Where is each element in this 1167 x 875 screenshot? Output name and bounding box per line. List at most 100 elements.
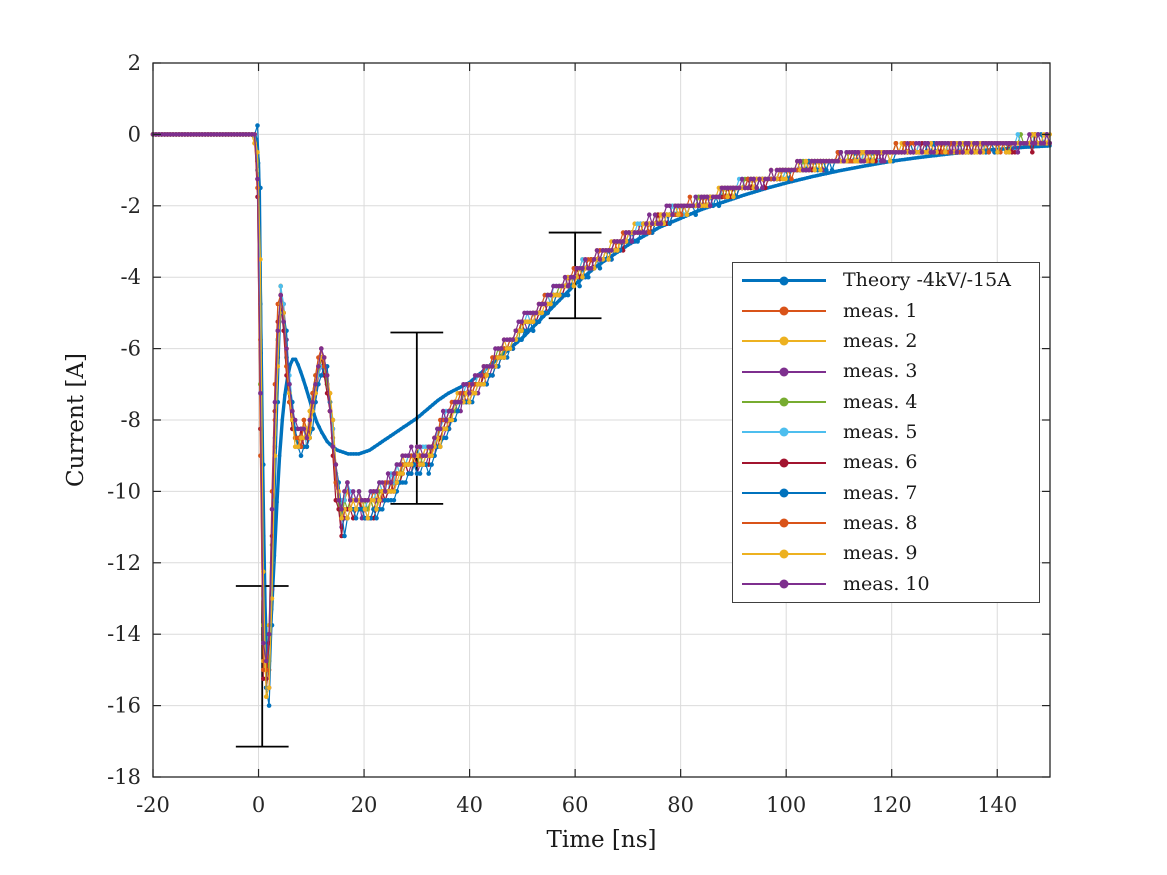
meas-marker — [409, 462, 414, 467]
meas-marker — [313, 382, 318, 387]
theory-marker — [850, 166, 854, 171]
meas-marker — [609, 248, 614, 253]
meas-marker — [467, 390, 472, 396]
meas-marker — [835, 158, 841, 164]
theory-marker — [370, 446, 374, 451]
meas-marker — [301, 426, 307, 432]
meas-marker — [467, 399, 472, 405]
meas-marker — [797, 158, 803, 164]
meas-marker — [649, 221, 655, 226]
meas-marker — [348, 507, 353, 512]
meas-marker — [693, 194, 698, 200]
meas-marker — [765, 176, 771, 182]
meas-marker — [530, 328, 536, 334]
legend-marker-dot — [779, 427, 789, 437]
meas-marker — [789, 176, 794, 182]
legend-line-sample — [742, 276, 826, 286]
theory-marker — [842, 168, 846, 172]
meas-marker — [635, 239, 640, 244]
meas-marker — [580, 274, 585, 280]
meas-marker — [272, 382, 278, 387]
theory-marker — [916, 155, 920, 160]
theory-marker — [871, 162, 875, 167]
legend-line-sample — [742, 458, 826, 468]
meas-marker — [902, 150, 907, 155]
legend-marker-dot — [779, 549, 789, 559]
meas-marker — [629, 239, 635, 244]
theory-marker — [367, 448, 372, 453]
meas-marker — [388, 480, 394, 485]
theory-marker — [375, 443, 380, 447]
meas-marker — [287, 382, 292, 387]
theory-marker — [409, 420, 414, 424]
legend-label: meas. 6 — [843, 451, 918, 474]
theory-marker — [549, 306, 554, 311]
theory-marker — [380, 439, 385, 444]
meas-marker — [298, 453, 304, 459]
legend-line-sample — [742, 518, 826, 528]
legend-line-sample — [742, 427, 826, 437]
legend-marker-dot — [779, 336, 789, 346]
meas-marker — [458, 399, 463, 405]
legend-marker-dot — [779, 579, 789, 589]
meas-marker — [295, 444, 301, 450]
y-tick-label: 2 — [128, 51, 141, 75]
meas-marker — [498, 346, 504, 351]
legend-entry-meas-2: meas. 2 — [733, 327, 1039, 356]
theory-marker — [372, 445, 377, 449]
x-tick-label: 0 — [252, 793, 265, 817]
theory-marker — [752, 190, 757, 194]
meas-marker — [580, 266, 585, 271]
meas-marker — [449, 408, 455, 414]
legend-label: meas. 5 — [843, 420, 918, 443]
meas-marker — [667, 203, 672, 209]
meas-marker — [594, 248, 600, 253]
meas-marker — [670, 212, 675, 217]
meas-marker — [948, 150, 954, 155]
theory-marker — [354, 452, 358, 456]
meas-marker — [591, 257, 597, 262]
meas-marker — [812, 167, 817, 173]
theory-marker — [918, 155, 923, 160]
meas-marker — [606, 257, 611, 262]
meas-marker — [327, 408, 333, 414]
meas-marker — [687, 194, 693, 200]
legend-marker-dot — [779, 306, 789, 316]
legend-line-sample — [742, 367, 826, 377]
meas-marker — [438, 426, 443, 432]
x-tick-label: 60 — [562, 793, 589, 817]
meas-marker — [266, 703, 272, 708]
meas-marker — [356, 489, 362, 494]
meas-marker — [400, 471, 405, 476]
theory-marker — [293, 357, 298, 362]
axis-ticks — [152, 62, 1050, 778]
theory-marker — [393, 430, 398, 435]
meas-marker — [548, 301, 553, 307]
theory-marker — [557, 298, 562, 303]
meas-marker — [258, 257, 263, 262]
x-axis-title: Time [ns] — [546, 827, 657, 853]
theory-marker — [911, 156, 915, 161]
meas-marker — [974, 141, 980, 146]
meas-marker — [261, 569, 266, 574]
meas-marker — [644, 221, 649, 226]
meas-marker — [307, 417, 313, 423]
meas-marker — [986, 150, 992, 155]
legend-entry-meas-8: meas. 8 — [733, 509, 1039, 538]
meas-marker — [284, 346, 289, 351]
theory-marker — [425, 407, 430, 412]
meas-marker — [519, 328, 524, 334]
meas-marker — [533, 310, 539, 316]
theory-marker — [670, 219, 675, 224]
y-tick-label: -10 — [107, 479, 141, 503]
legend-entry-meas-7: meas. 7 — [733, 479, 1039, 508]
meas-marker — [818, 167, 823, 173]
meas-marker — [353, 507, 359, 512]
meas-marker — [571, 274, 577, 280]
meas-marker — [269, 596, 275, 601]
legend-label: meas. 9 — [843, 542, 918, 565]
meas-marker — [342, 489, 347, 494]
meas-marker — [455, 408, 461, 414]
y-tick-label: -4 — [121, 265, 141, 289]
theory-marker — [378, 441, 382, 446]
